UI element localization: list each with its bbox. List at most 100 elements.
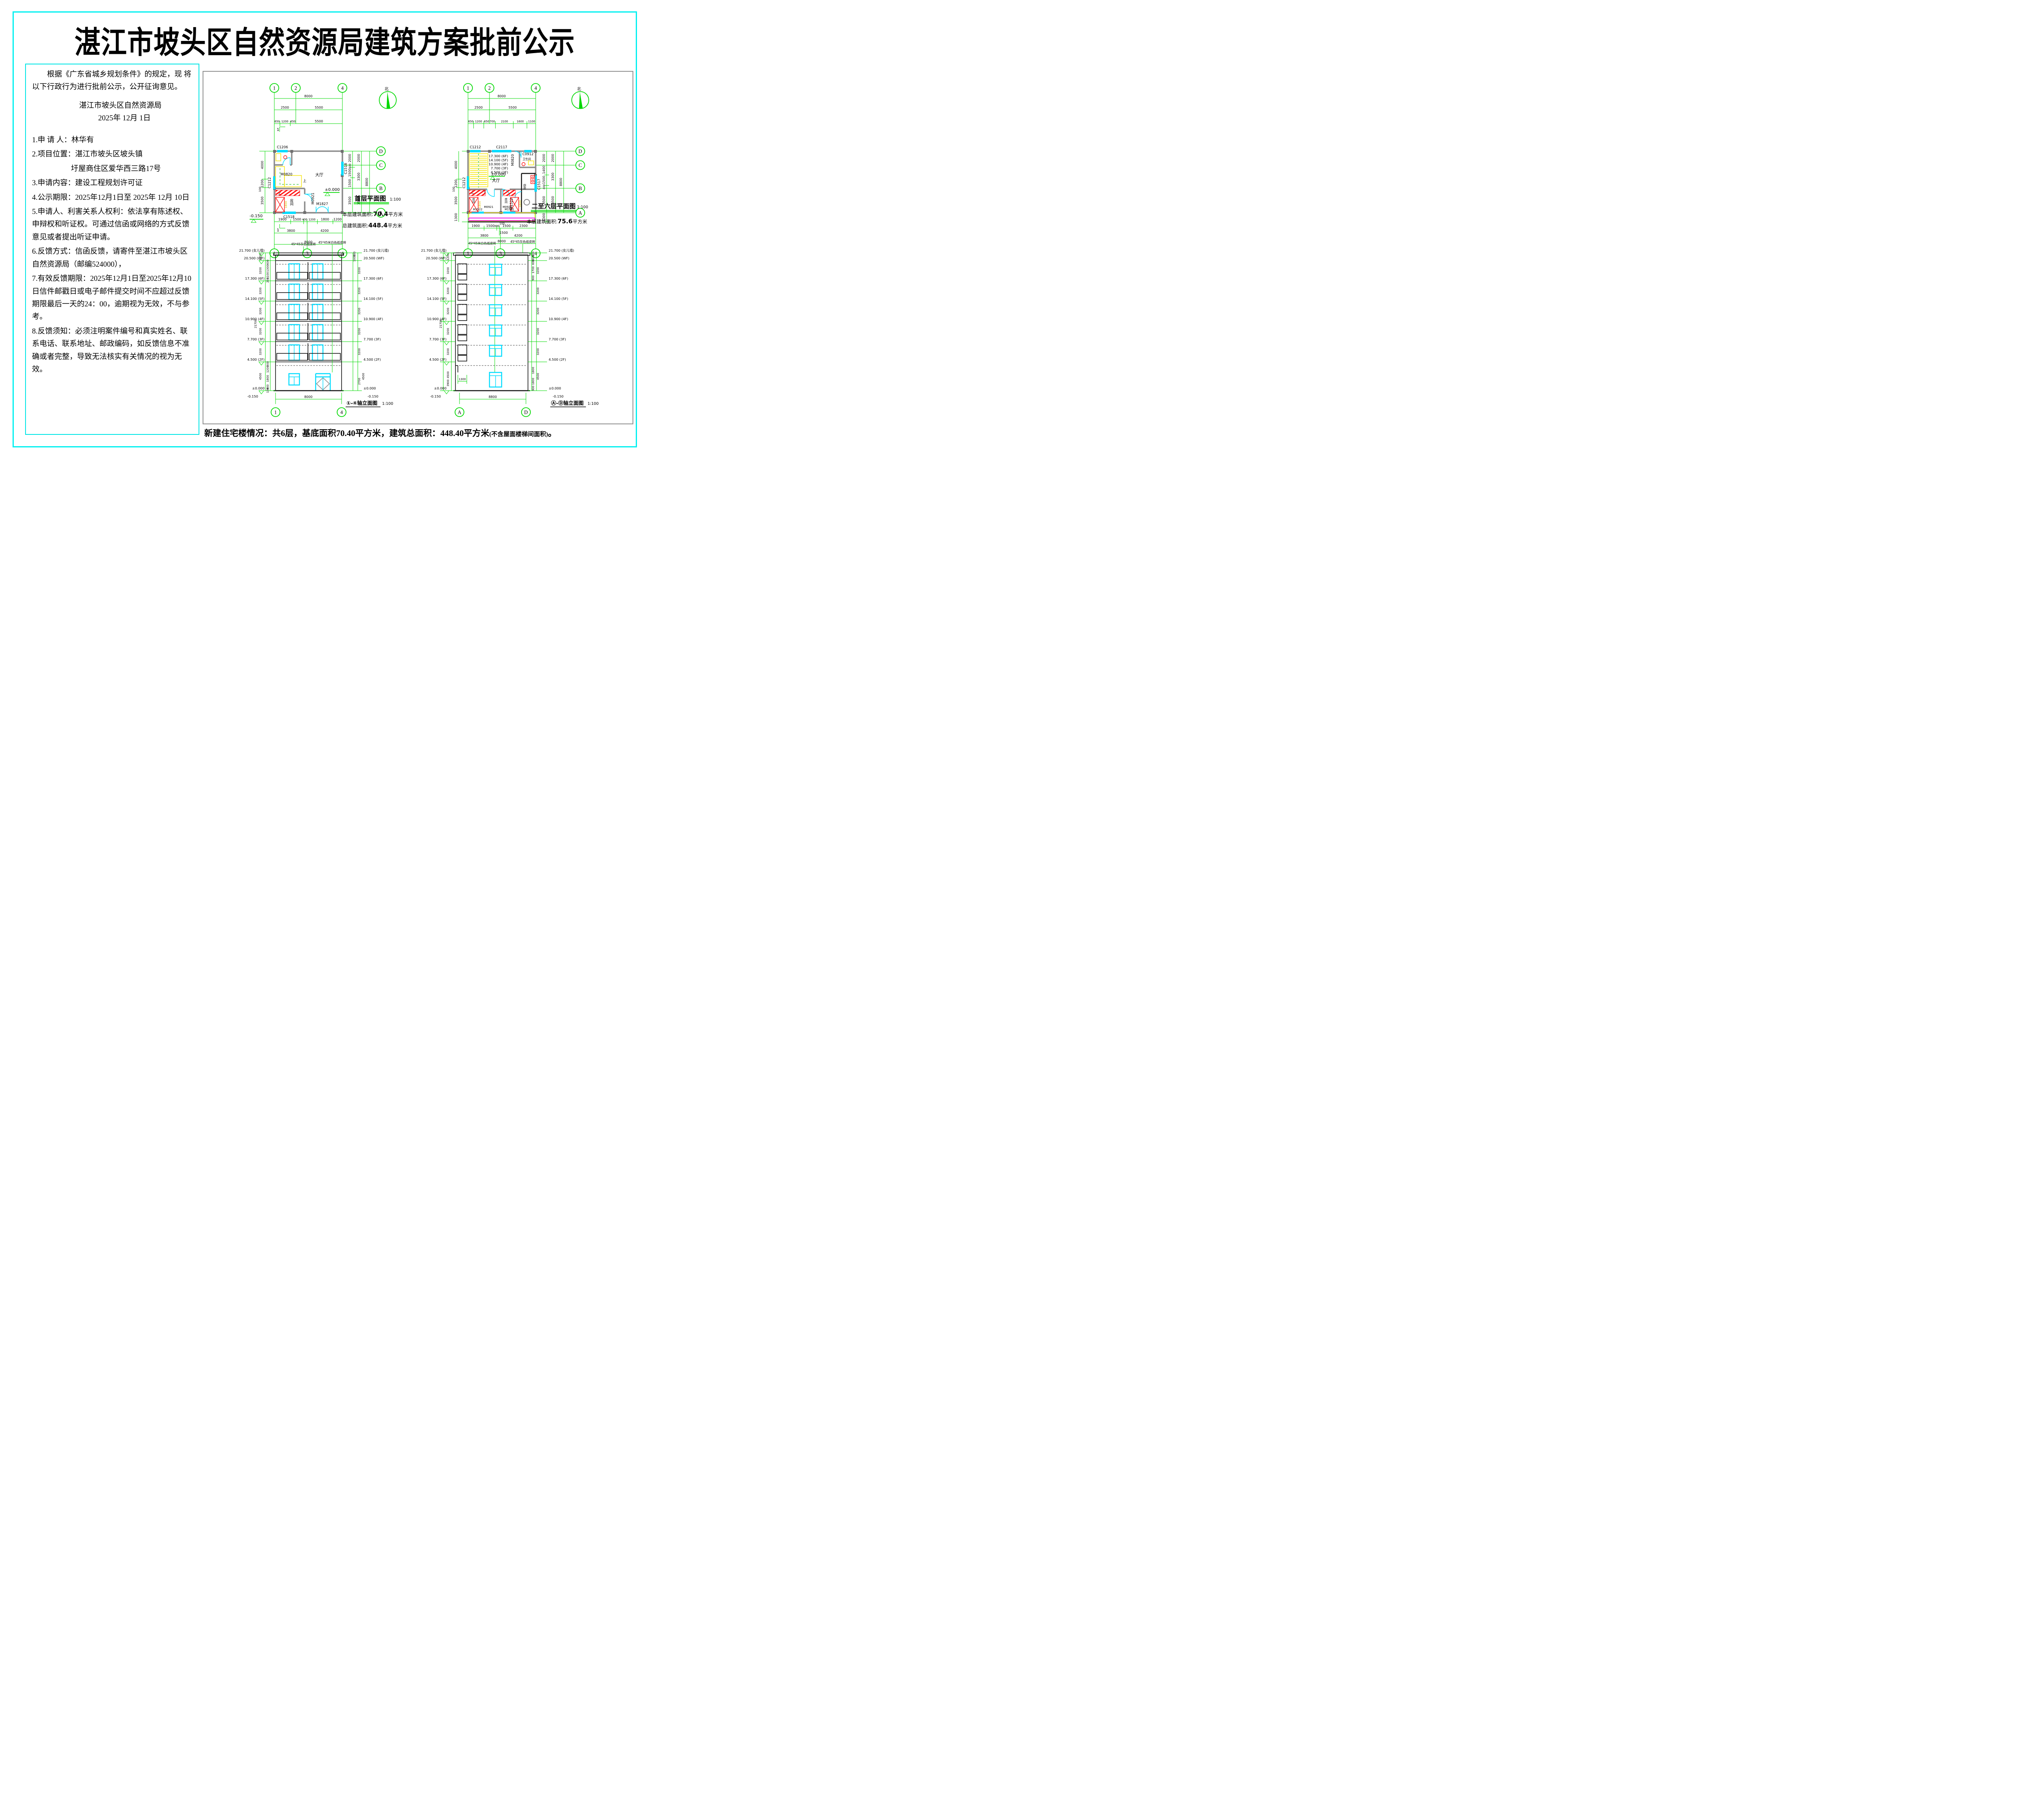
level: 10.900 (4F) xyxy=(549,317,568,321)
label-M0820: M0820 xyxy=(281,173,293,177)
label-M0921: M0921 xyxy=(502,205,512,209)
area-value: 75.6 xyxy=(558,218,573,225)
dim: 1000 xyxy=(532,255,535,261)
dim: 1200 xyxy=(333,218,342,221)
label-M0921: M0921 xyxy=(484,205,493,209)
dim: 5500 xyxy=(509,106,517,109)
room-label-hall: 大厅 xyxy=(315,172,323,178)
label-C1518: C1518 xyxy=(283,215,295,219)
dim: 3200 xyxy=(536,308,540,314)
drawings-sheet: 1 2 4 D C B A 1 3 4 8000 2500 5500 xyxy=(203,71,633,424)
dim: 900 xyxy=(532,386,535,391)
dim: 1200 xyxy=(261,180,264,188)
grid-bubbles: 1 2 4 D C B A 1 3 4 xyxy=(463,83,585,258)
dim: 600 xyxy=(266,361,269,367)
floors-2-6-plan: 1 2 4 D C B A 1 3 4 8000 2500 5500 xyxy=(452,83,589,258)
dim: 900 xyxy=(532,276,535,281)
dim: 1900 xyxy=(278,218,286,221)
area-label: 本层建筑面积: xyxy=(527,218,558,225)
level: 17.300 (6F) xyxy=(549,276,568,280)
dim: 1000 xyxy=(353,255,356,261)
section-mark: 1 xyxy=(277,128,279,132)
dim: 650 xyxy=(484,120,489,123)
elevation-a-d: 1300 8800 1200 3200 3200 3200 3200 3200 … xyxy=(421,240,598,417)
label-M0820: M0820 xyxy=(511,154,515,166)
level-item: 10.900 (4F) xyxy=(489,162,508,166)
label-C1212: C1212 xyxy=(470,145,481,150)
door-M1522-right xyxy=(503,212,515,214)
dim: 4500 xyxy=(259,373,262,380)
dim: 8800 xyxy=(559,178,563,186)
dim: 1800 xyxy=(321,218,329,221)
label-C0912: C0912 xyxy=(522,152,534,156)
dim: 1300 xyxy=(542,213,546,221)
notice-item-continuation: 圩屋商住区爱华西三路17号 xyxy=(71,165,161,173)
dim: 300 xyxy=(348,164,352,169)
dim: 5500 xyxy=(315,120,323,123)
dim: 3200 xyxy=(447,308,450,314)
grid-label: 4 xyxy=(340,410,343,415)
dim: 1200 xyxy=(259,253,262,260)
dimension-chains: 8000 1200 3200 3200 3200 3200 3200 4500 … xyxy=(254,252,365,404)
label-M0921: M0921 xyxy=(311,193,315,205)
cad-labels: C1212 C2117 M0820 C0912 卫生间 C1212 C1517 … xyxy=(462,145,541,211)
level: 21.700 (女儿墙) xyxy=(239,248,265,252)
door-M0921 xyxy=(487,189,495,197)
level: 14.100 (5F) xyxy=(549,297,568,301)
north-label: 北 xyxy=(385,87,389,92)
grid-label: C xyxy=(379,163,383,168)
window-C1206 xyxy=(277,150,288,152)
dim: 8000 xyxy=(498,240,506,243)
dim: 2700 xyxy=(358,378,361,385)
material-note: 45*45米白色纸皮砖 xyxy=(468,241,496,245)
summary-paren: (不含屋面楼梯间面积) xyxy=(489,431,548,438)
level-markers: 21.700 (女儿墙) 20.500 (WF) 17.300 (6F) 14.… xyxy=(421,248,574,398)
dim: 4000 xyxy=(261,161,264,169)
dim: 3300 xyxy=(357,173,361,181)
north-arrow: 北 xyxy=(379,87,397,109)
dim: 700 xyxy=(490,120,495,123)
grid-label: B xyxy=(579,186,582,191)
notice-item: 8.反馈须知：必须注明案件编号和真实姓名、联系电话、联系地址、邮政编码，如反馈信… xyxy=(32,327,190,374)
notice-panel: 根据《广东省城乡规划条件》的规定，现 将以下行政行为进行批前公示，公开征询意见。… xyxy=(25,64,199,435)
level-marker-zero: ±0.000 xyxy=(323,188,340,196)
grid-label: A xyxy=(379,210,383,216)
dim: 3800 xyxy=(287,229,295,233)
dim: 2000 xyxy=(551,154,555,162)
north-label: 北 xyxy=(577,87,581,92)
level: 4.500 (2F) xyxy=(549,357,566,361)
dim: 3200 xyxy=(536,267,540,274)
level-item: 17.300 (6F) xyxy=(489,154,508,158)
area-unit: 平方米 xyxy=(388,211,403,217)
level: 4.500 (2F) xyxy=(247,357,265,361)
fixtures-and-furniture: 1800 xyxy=(275,153,300,212)
level: 17.300 (6F) xyxy=(363,276,383,280)
dim: 1200 xyxy=(454,180,458,188)
dim: 2500 xyxy=(474,106,483,109)
dim: 21700 xyxy=(254,319,257,328)
svg-text:总建筑面积:448.4平方米: 总建筑面积:448.4平方米 xyxy=(342,222,402,229)
room-label-bedroom: 房间 xyxy=(472,197,475,204)
dim: 1200 xyxy=(308,218,315,221)
drawing-title-block: ①-④轴立面图 1:100 xyxy=(346,400,393,407)
dim: 3200 xyxy=(259,348,262,355)
dim: 3200 xyxy=(536,348,540,355)
area-label: 本层建筑面积: xyxy=(342,211,373,217)
label-C2117: C2117 xyxy=(496,145,507,150)
window-C1518-bottom xyxy=(282,212,296,214)
dim: 100 xyxy=(259,187,262,192)
fixtures-and-furniture: 1800 1800 xyxy=(469,160,535,212)
dim: 650 xyxy=(468,120,474,123)
level: 10.900 (4F) xyxy=(427,317,447,321)
dim: 1300 xyxy=(459,378,466,381)
facade xyxy=(273,252,344,391)
dim: 3500 xyxy=(551,196,555,204)
area-value: 448.4 xyxy=(368,222,387,229)
dim: 900 xyxy=(266,385,269,390)
summary-period: 。 xyxy=(548,428,557,438)
dim: 8000 xyxy=(304,94,312,98)
door-M0820 xyxy=(282,157,291,165)
grid-bubbles: 1 2 4 D C B A 1 3 4 xyxy=(269,83,386,258)
notice-date: 2025年 12月 1日 xyxy=(98,114,151,123)
level: 7.700 (3F) xyxy=(549,337,566,341)
